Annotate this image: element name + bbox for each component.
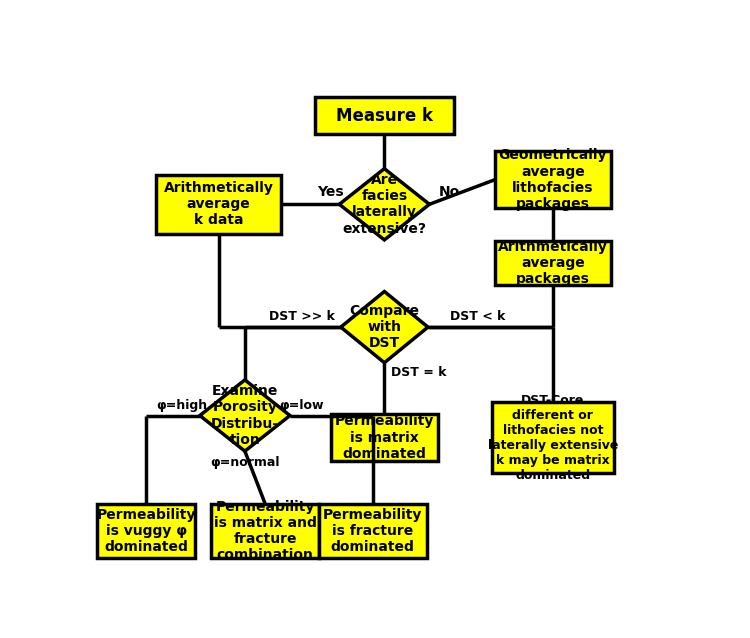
Text: Yes: Yes	[317, 186, 344, 199]
Text: Permeability
is fracture
dominated: Permeability is fracture dominated	[323, 508, 422, 554]
Polygon shape	[200, 380, 290, 451]
FancyBboxPatch shape	[211, 504, 319, 558]
Text: Compare
with
DST: Compare with DST	[350, 304, 419, 350]
Text: Arithmetically
average
k data: Arithmetically average k data	[164, 181, 274, 228]
Text: Arithmetically
average
packages: Arithmetically average packages	[498, 240, 608, 286]
Polygon shape	[340, 292, 428, 363]
Text: Permeability
is vuggy φ
dominated: Permeability is vuggy φ dominated	[96, 508, 196, 554]
Text: φ=high: φ=high	[157, 399, 208, 412]
Text: φ=normal: φ=normal	[210, 456, 280, 469]
FancyBboxPatch shape	[315, 98, 454, 134]
FancyBboxPatch shape	[495, 151, 611, 208]
Text: No: No	[439, 186, 460, 199]
FancyBboxPatch shape	[331, 414, 438, 461]
Text: DST = k: DST = k	[392, 366, 447, 379]
Text: Examine
Porosity
Distribu-
tion: Examine Porosity Distribu- tion	[211, 384, 279, 447]
FancyBboxPatch shape	[97, 504, 196, 558]
Text: Permeability
is matrix
dominated: Permeability is matrix dominated	[334, 415, 434, 461]
Text: φ=low: φ=low	[280, 399, 324, 412]
Text: Permeability
is matrix and
fracture
combination: Permeability is matrix and fracture comb…	[214, 500, 316, 562]
Text: DST < k: DST < k	[450, 310, 505, 323]
Text: Geometrically
average
lithofacies
packages: Geometrically average lithofacies packag…	[499, 149, 608, 211]
Text: Measure k: Measure k	[336, 107, 433, 125]
Polygon shape	[339, 168, 430, 240]
Text: DST-Core
different or
lithofacies not
laterally extensive
k may be matrix
domina: DST-Core different or lithofacies not la…	[488, 394, 618, 482]
FancyBboxPatch shape	[156, 175, 281, 234]
FancyBboxPatch shape	[495, 241, 611, 285]
Text: Are
facies
laterally
extensive?: Are facies laterally extensive?	[342, 173, 426, 235]
FancyBboxPatch shape	[492, 402, 614, 473]
Text: DST >> k: DST >> k	[269, 310, 334, 323]
FancyBboxPatch shape	[319, 504, 427, 558]
